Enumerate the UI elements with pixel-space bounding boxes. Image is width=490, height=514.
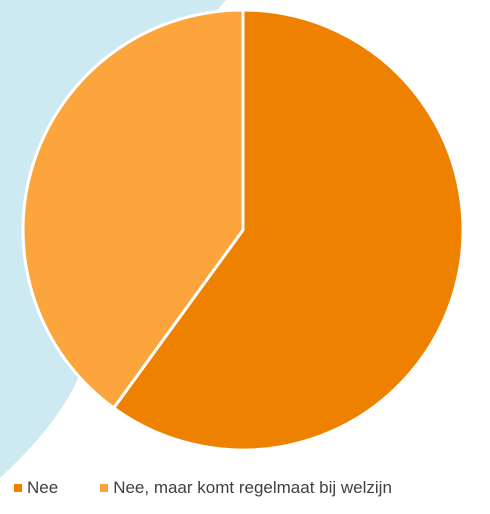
pie-slices xyxy=(21,8,465,452)
legend-label-nee: Nee xyxy=(27,478,59,497)
legend-swatch-nee-maar-welzijn xyxy=(100,484,109,492)
legend-swatch-nee xyxy=(14,484,22,492)
pie-slice-nee-maar-welzijn xyxy=(21,8,245,410)
pie-slice-nee xyxy=(112,8,465,452)
legend-label-nee-maar-welzijn: Nee, maar komt regelmaat bij welzijn xyxy=(113,478,392,497)
legend-item-nee: Nee xyxy=(14,478,58,498)
chart-legend: Nee Nee, maar komt regelmaat bij welzijn xyxy=(14,478,434,498)
legend-item-nee-maar-welzijn: Nee, maar komt regelmaat bij welzijn xyxy=(100,478,392,498)
pie-chart xyxy=(0,0,465,478)
